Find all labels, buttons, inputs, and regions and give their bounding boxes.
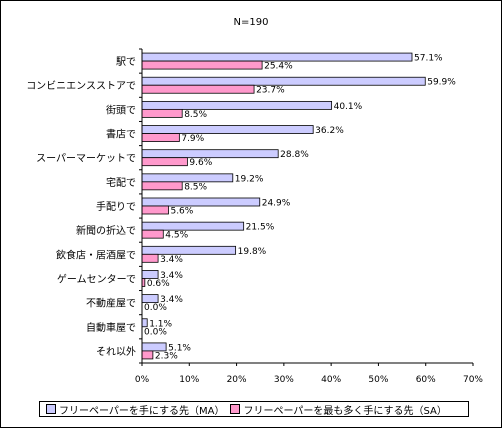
data-label: 5.6%	[170, 207, 193, 217]
category-label: 自動車屋で	[86, 321, 136, 334]
bar	[141, 157, 188, 167]
legend-label-ma: フリーペーパーを手にする先（MA）	[59, 405, 225, 417]
bar	[141, 133, 180, 142]
data-label: 25.4%	[264, 62, 293, 72]
bar	[141, 84, 255, 94]
data-label: 8.5%	[184, 182, 207, 192]
bar	[141, 205, 169, 215]
category-label: 駅で	[116, 56, 136, 68]
data-label: 21.5%	[246, 223, 275, 233]
data-label: 7.9%	[181, 134, 204, 144]
data-label: 3.4%	[160, 255, 183, 265]
category-label: 飲食店・居酒屋で	[56, 248, 136, 261]
legend-label-sa: フリーペーパーを最も多く手にする先（SA）	[243, 405, 447, 417]
category-label: それ以外	[96, 346, 136, 358]
bar	[141, 173, 234, 183]
bar	[141, 197, 261, 207]
data-label: 40.1%	[334, 102, 363, 112]
bar	[141, 60, 263, 70]
bar	[141, 76, 426, 86]
legend-item-ma: フリーペーパーを手にする先（MA）	[46, 402, 224, 417]
category-label: 手配りで	[96, 200, 136, 213]
data-label: 0.6%	[147, 279, 170, 289]
bar	[141, 229, 164, 239]
bar	[141, 125, 314, 134]
category-label: コンビニエンスストアで	[26, 80, 136, 92]
legend-item-sa: フリーペーパーを最も多く手にする先（SA）	[230, 402, 447, 417]
bar	[141, 270, 159, 279]
x-tick-label: 40%	[321, 375, 341, 385]
legend-swatch-sa	[230, 404, 241, 414]
data-label: 57.1%	[414, 54, 443, 64]
data-label: 0.0%	[144, 327, 167, 337]
x-tick-label: 50%	[368, 375, 388, 385]
x-tick-label: 20%	[227, 375, 247, 385]
bar	[141, 318, 148, 328]
data-label: 2.3%	[155, 351, 178, 361]
bar	[141, 149, 279, 159]
data-label: 4.5%	[165, 231, 188, 241]
data-label: 28.8%	[280, 150, 309, 160]
bar	[141, 253, 159, 263]
legend: フリーペーパーを手にする先（MA） フリーペーパーを最も多く手にする先（SA）	[39, 401, 469, 417]
data-label: 0.0%	[144, 303, 167, 313]
legend-swatch-ma	[46, 404, 56, 414]
x-tick-label: 0%	[135, 375, 150, 385]
data-label: 3.4%	[160, 295, 183, 305]
data-label: 23.7%	[256, 86, 285, 96]
x-tick-label: 10%	[179, 375, 199, 385]
data-label: 1.1%	[149, 319, 172, 329]
x-tick-label: 70%	[463, 375, 483, 385]
bar	[141, 221, 245, 231]
data-label: 24.9%	[262, 199, 291, 209]
category-label: 新聞の折込で	[76, 224, 136, 237]
category-label: 書店で	[106, 128, 136, 141]
bar	[141, 350, 154, 360]
data-label: 19.8%	[238, 247, 267, 257]
x-tick-label: 30%	[274, 375, 294, 385]
data-label: 9.6%	[189, 158, 212, 168]
bar	[141, 52, 413, 62]
bar	[141, 294, 159, 304]
category-label: 宅配で	[106, 176, 136, 189]
data-label: 19.2%	[235, 174, 264, 184]
category-label: ゲームセンターで	[57, 273, 136, 285]
data-label: 36.2%	[315, 126, 344, 136]
data-label: 59.9%	[427, 78, 456, 88]
chart-title: N=190	[234, 17, 269, 28]
bar	[141, 181, 183, 191]
bar	[141, 245, 237, 255]
bar	[141, 108, 183, 118]
data-label: 5.1%	[168, 343, 191, 353]
data-label: 3.4%	[160, 271, 183, 281]
bar	[141, 342, 167, 352]
bar	[141, 100, 333, 110]
category-label: 街頭で	[106, 103, 136, 116]
category-label: 不動産屋で	[86, 297, 136, 310]
data-label: 8.5%	[184, 110, 207, 120]
category-label: スーパーマーケットで	[36, 153, 136, 165]
x-tick-label: 60%	[416, 375, 436, 385]
